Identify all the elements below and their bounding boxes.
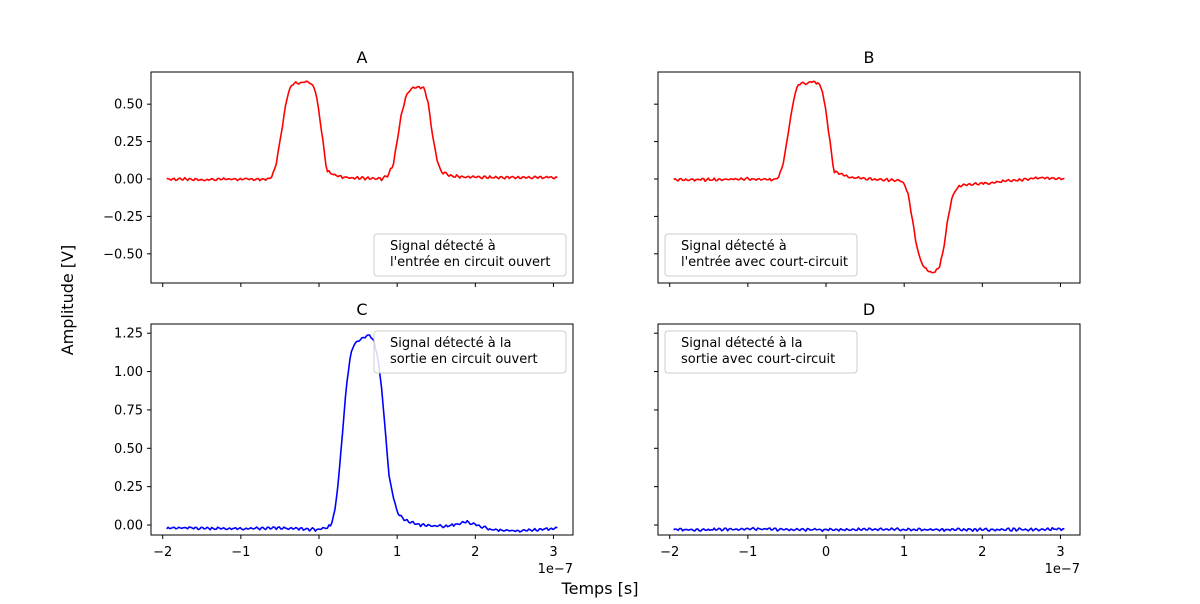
series-line (166, 334, 558, 533)
y-tick-label: −0.50 (103, 247, 143, 262)
y-tick-label: 0.50 (114, 442, 143, 457)
figure-xlabel: Temps [s] (561, 579, 639, 598)
x-tick-label: 2 (978, 545, 986, 560)
y-tick-label: 0.50 (114, 98, 143, 113)
y-tick-label: 0.00 (114, 172, 143, 187)
legend-box (664, 233, 858, 277)
x-tick-label: −2 (660, 545, 679, 560)
panel-b: B Signal détecté àl'entrée avec court-cir… (654, 48, 1081, 287)
legend-box (373, 233, 567, 277)
x-tick-label: −2 (153, 545, 172, 560)
panel-title: A (357, 48, 368, 67)
panel-title: D (863, 300, 875, 319)
legend-label: Signal détecté à (390, 239, 496, 254)
y-tick-label: 0.25 (114, 135, 143, 150)
legend-label: sortie en circuit ouvert (390, 352, 538, 367)
axes-frame (657, 323, 1081, 536)
y-tick-label: −0.25 (103, 210, 143, 225)
series-line (166, 80, 558, 182)
panel-title: B (864, 48, 875, 67)
y-tick-label: 1.25 (114, 327, 143, 342)
x-tick-label: 0 (822, 545, 830, 560)
legend-label: Signal détecté à la (390, 336, 511, 351)
x-tick-label: 3 (549, 545, 557, 560)
legend-label: Signal détecté à la (681, 336, 802, 351)
legend-label: Signal détecté à (681, 239, 787, 254)
axes-frame (150, 71, 574, 284)
panel-c: C −2 −1 0 1 2 3 0.00 0.25 0.50 0.75 1.00 1.25 1e−7 Sig… (114, 300, 574, 577)
panel-title: C (356, 300, 367, 319)
x-tick-label: 3 (1056, 545, 1064, 560)
x-tick-label: −1 (231, 545, 250, 560)
y-tick-label: 0.25 (114, 480, 143, 495)
x-offset-text: 1e−7 (538, 562, 573, 577)
x-tick-label: −1 (738, 545, 757, 560)
axes-frame (150, 323, 574, 536)
legend-label: l'entrée avec court-circuit (681, 255, 848, 270)
x-tick-label: 1 (393, 545, 401, 560)
legend-label: sortie avec court-circuit (681, 352, 835, 367)
x-offset-text: 1e−7 (1045, 562, 1080, 577)
y-tick-label: 1.00 (114, 365, 143, 380)
legend-box (373, 330, 567, 374)
axes-frame (657, 71, 1081, 284)
x-tick-label: 2 (471, 545, 479, 560)
series-line (673, 80, 1065, 274)
y-tick-label: 0.75 (114, 403, 143, 418)
series-line (673, 526, 1065, 533)
y-tick-label: 0.00 (114, 519, 143, 534)
figure-ylabel: Amplitude [V] (58, 245, 77, 356)
x-tick-label: 0 (315, 545, 323, 560)
panel-a: A −0.50 −0.25 0.00 0.25 0.50 Signal détecté àl… (103, 48, 574, 287)
legend-label: l'entrée en circuit ouvert (390, 255, 550, 270)
x-tick-label: 1 (900, 545, 908, 560)
legend-box (664, 330, 858, 374)
